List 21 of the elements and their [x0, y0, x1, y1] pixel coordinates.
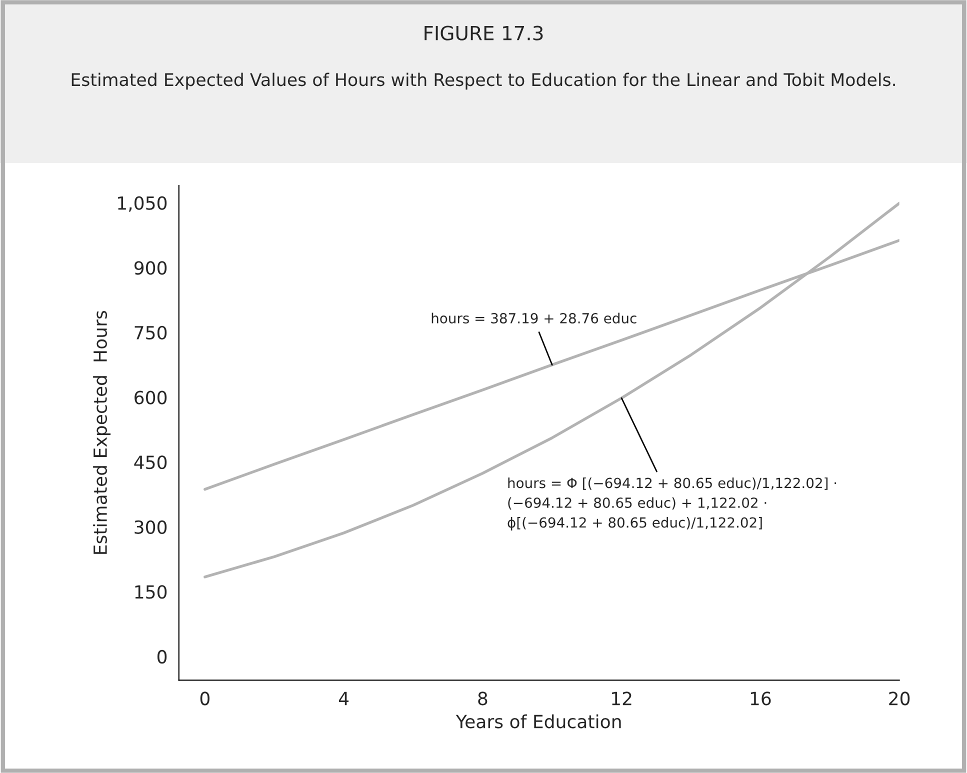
x-tick-label: 4	[338, 692, 349, 706]
x-tick-label: 0	[200, 692, 210, 706]
y-tick-label: 150	[135, 585, 167, 599]
y-tick-label: 900	[134, 261, 167, 275]
x-tick-label: 8	[478, 692, 488, 706]
y-tick-label: 600	[134, 390, 167, 404]
y-tick-label: 300	[134, 520, 167, 534]
x-tick-label: 16	[750, 692, 771, 706]
chart-title: FIGURE 17.3	[424, 26, 543, 40]
x-tick-label: 20	[889, 692, 910, 706]
annotation: hours = Φ [(−694.12 + 80.65 educ)/1,122.02] · (−694.12 + 80.65 educ) + 1,122.02 · ϕ[(−694.12 + 80.65 educ)/1,122.02]	[508, 477, 836, 530]
chart-subtitle: Estimated Expected Values of Hours with Respect to Education for the Linear and Tobit Models.	[72, 72, 895, 90]
y-tick-label: 750	[134, 326, 167, 340]
y-tick-label: 1,050	[118, 196, 167, 212]
y-tick-label: 0	[157, 650, 167, 664]
annotation: hours = 387.19 + 28.76 educ	[432, 312, 636, 324]
y-axis-title: Estimated Expected Hours	[93, 310, 111, 554]
x-axis-title: Years of Education	[456, 714, 621, 728]
line-series	[204, 202, 900, 578]
x-tick-label: 12	[612, 692, 632, 706]
y-tick-label: 450	[134, 456, 167, 470]
